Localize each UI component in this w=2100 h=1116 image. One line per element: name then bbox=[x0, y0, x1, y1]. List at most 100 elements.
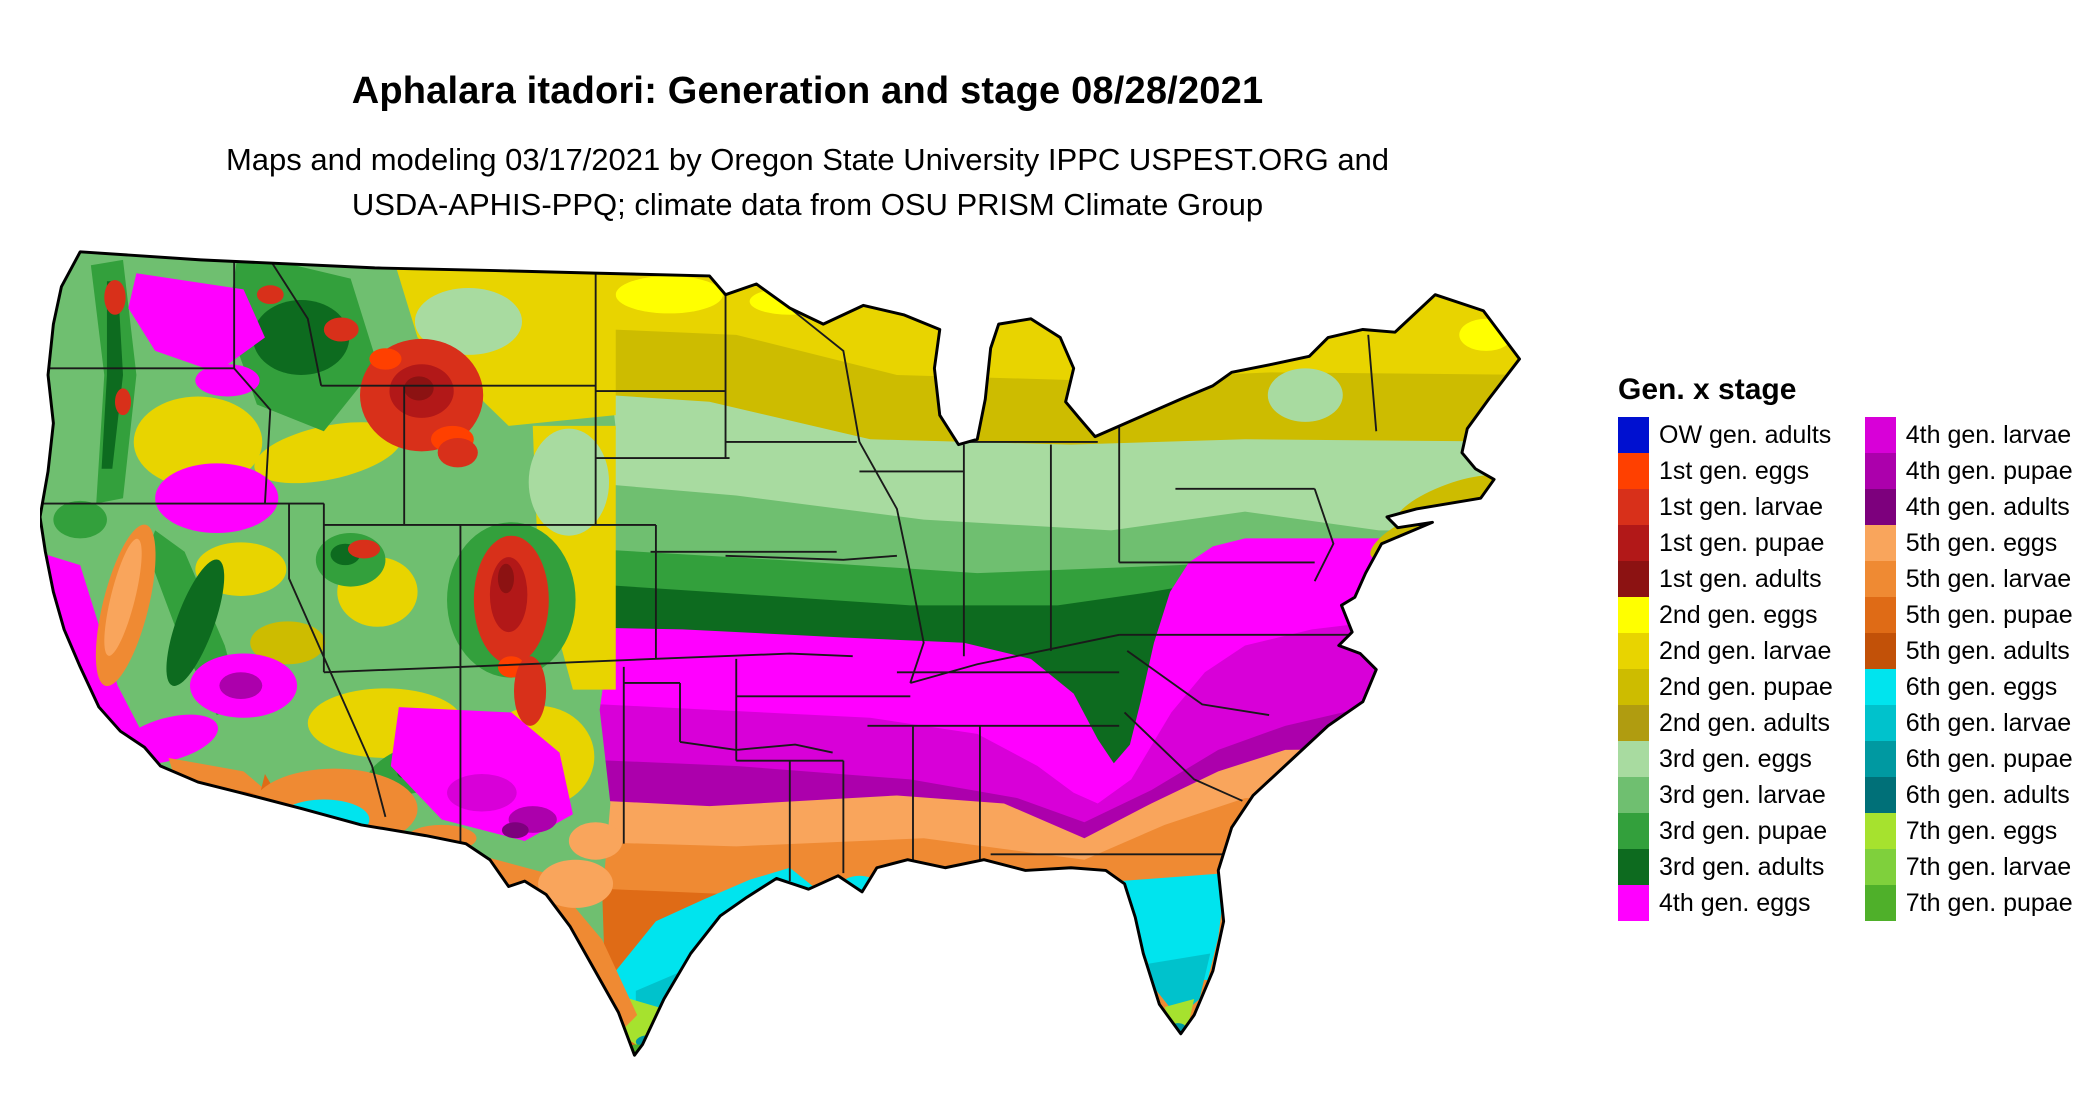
legend-item: 5th gen. larvae bbox=[1864, 561, 2073, 597]
legend-label: 1st gen. larvae bbox=[1659, 492, 1823, 521]
legend-item: 2nd gen. pupae bbox=[1618, 669, 1833, 705]
legend-swatch bbox=[1618, 741, 1649, 777]
blob-montana-red bbox=[323, 317, 359, 342]
legend-swatch bbox=[1864, 633, 1896, 669]
subtitle-line-1: Maps and modeling 03/17/2021 by Oregon S… bbox=[225, 142, 1390, 177]
legend-swatch bbox=[1618, 417, 1649, 453]
blob-oregon-cascade-red bbox=[114, 388, 132, 416]
region-florida-teal bbox=[1145, 953, 1211, 1018]
blob-sw-texas-light-orange bbox=[538, 859, 614, 908]
legend-swatch bbox=[1864, 561, 1896, 597]
legend-label: 6th gen. pupae bbox=[1905, 744, 2073, 773]
legend-swatch bbox=[1864, 417, 1896, 453]
legend-label: 4th gen. larvae bbox=[1905, 420, 2072, 449]
legend-swatch bbox=[1864, 453, 1896, 489]
legend-label: 2nd gen. adults bbox=[1659, 708, 1830, 737]
legend-item: 5th gen. eggs bbox=[1864, 525, 2073, 561]
legend-item: 3rd gen. larvae bbox=[1618, 777, 1833, 813]
legend-swatch bbox=[1618, 777, 1649, 813]
legend-title: Gen. x stage bbox=[1618, 373, 1797, 406]
legend-item: 7th gen. pupae bbox=[1864, 885, 2073, 921]
blob-sangre-red bbox=[513, 656, 547, 726]
legend-label: 4th gen. pupae bbox=[1905, 456, 2073, 485]
legend-label: 7th gen. larvae bbox=[1905, 852, 2072, 881]
legend-item: 5th gen. adults bbox=[1864, 633, 2073, 669]
legend-item: 7th gen. larvae bbox=[1864, 849, 2073, 885]
blob-imperial-deep-orange bbox=[219, 791, 263, 816]
legend-label: 6th gen. eggs bbox=[1905, 672, 2058, 701]
legend-swatch bbox=[1618, 669, 1649, 705]
legend-item: 4th gen. pupae bbox=[1864, 453, 2073, 489]
legend-item: 6th gen. adults bbox=[1864, 777, 2073, 813]
legend-swatch bbox=[1618, 561, 1649, 597]
blob-nd-bright-yellow bbox=[615, 275, 723, 314]
blob-cascades-darkgreen bbox=[101, 281, 124, 469]
legend-label: 5th gen. adults bbox=[1905, 636, 2070, 665]
legend-item: 1st gen. larvae bbox=[1618, 489, 1833, 525]
figure-title: Aphalara itadori: Generation and stage 0… bbox=[351, 70, 1264, 112]
legend-item: 4th gen. adults bbox=[1864, 489, 2073, 525]
legend-label: 3rd gen. larvae bbox=[1659, 780, 1826, 809]
blob-az-border-deep-orange bbox=[331, 830, 391, 852]
legend-swatch bbox=[1864, 597, 1896, 633]
legend-swatch bbox=[1864, 813, 1896, 849]
west-mosaic bbox=[40, 251, 638, 1056]
legend-swatch bbox=[1618, 849, 1649, 885]
legend-swatch bbox=[1864, 777, 1896, 813]
map-fill-layers bbox=[40, 251, 1520, 1056]
blob-snake-plain-yellow bbox=[254, 422, 402, 484]
us-map bbox=[40, 241, 1553, 1058]
blob-colorado-maroon bbox=[497, 563, 514, 594]
legend-swatch bbox=[1864, 885, 1896, 921]
legend-swatch bbox=[1864, 489, 1896, 525]
blob-mn-bright-yellow bbox=[749, 287, 830, 315]
legend-label: 1st gen. eggs bbox=[1659, 456, 1810, 485]
blob-washington-red bbox=[104, 279, 126, 315]
legend-item: 4th gen. larvae bbox=[1864, 417, 2073, 453]
blob-mojave-purple bbox=[219, 672, 263, 700]
blob-montana-lightgreen bbox=[414, 287, 523, 355]
legend-swatch bbox=[1618, 525, 1649, 561]
legend-columns: OW gen. adults 1st gen. eggs 1st gen. larv… bbox=[1618, 417, 2073, 921]
legend-swatch bbox=[1618, 453, 1649, 489]
us-outline bbox=[40, 250, 1521, 1057]
blob-bitterroot-red bbox=[256, 285, 284, 305]
figure-header: Aphalara itadori: Generation and stage 0… bbox=[0, 70, 1615, 227]
legend-label: 7th gen. pupae bbox=[1905, 888, 2073, 917]
legend-label: 5th gen. eggs bbox=[1905, 528, 2058, 557]
legend-label: 1st gen. adults bbox=[1659, 564, 1822, 593]
legend-label: 2nd gen. pupae bbox=[1659, 672, 1833, 701]
blob-windriver-red bbox=[437, 437, 478, 468]
blob-wyoming-lightgreen bbox=[528, 428, 610, 536]
blob-north-rockies-darkgreen bbox=[252, 300, 350, 376]
legend-swatch bbox=[1864, 705, 1896, 741]
legend-label: 2nd gen. eggs bbox=[1659, 600, 1818, 629]
legend-item: 3rd gen. pupae bbox=[1618, 813, 1833, 849]
legend-item: 6th gen. pupae bbox=[1864, 741, 2073, 777]
legend-label: 4th gen. adults bbox=[1905, 492, 2070, 521]
legend-item: 3rd gen. eggs bbox=[1618, 741, 1833, 777]
legend-swatch bbox=[1618, 813, 1649, 849]
legend-item: 6th gen. larvae bbox=[1864, 705, 2073, 741]
legend-label: 6th gen. larvae bbox=[1905, 708, 2072, 737]
legend-label: 7th gen. eggs bbox=[1905, 816, 2058, 845]
region-louisiana-delta-cyan bbox=[840, 875, 879, 898]
legend-item: 1st gen. adults bbox=[1618, 561, 1833, 597]
legend-swatch bbox=[1864, 669, 1896, 705]
legend-column-2: 4th gen. larvae 4th gen. pupae 4th gen. ad… bbox=[1864, 417, 2073, 921]
legend-item: 3rd gen. adults bbox=[1618, 849, 1833, 885]
blob-columbia-magenta-ext bbox=[195, 364, 260, 397]
blob-yellowstone-fringe bbox=[369, 348, 402, 370]
blob-nevada-olive bbox=[250, 621, 326, 665]
blob-yellowstone-maroon bbox=[404, 376, 434, 401]
legend-label: OW gen. adults bbox=[1659, 420, 1832, 449]
legend-swatch bbox=[1618, 489, 1649, 525]
legend-item: 2nd gen. larvae bbox=[1618, 633, 1833, 669]
legend-label: 1st gen. pupae bbox=[1659, 528, 1825, 557]
blob-central-valley-light bbox=[104, 538, 142, 656]
blob-uinta-red bbox=[347, 539, 381, 559]
blob-maine-bright-yellow bbox=[1459, 318, 1513, 351]
legend-item: 2nd gen. adults bbox=[1618, 705, 1833, 741]
legend-item: 2nd gen. eggs bbox=[1618, 597, 1833, 633]
